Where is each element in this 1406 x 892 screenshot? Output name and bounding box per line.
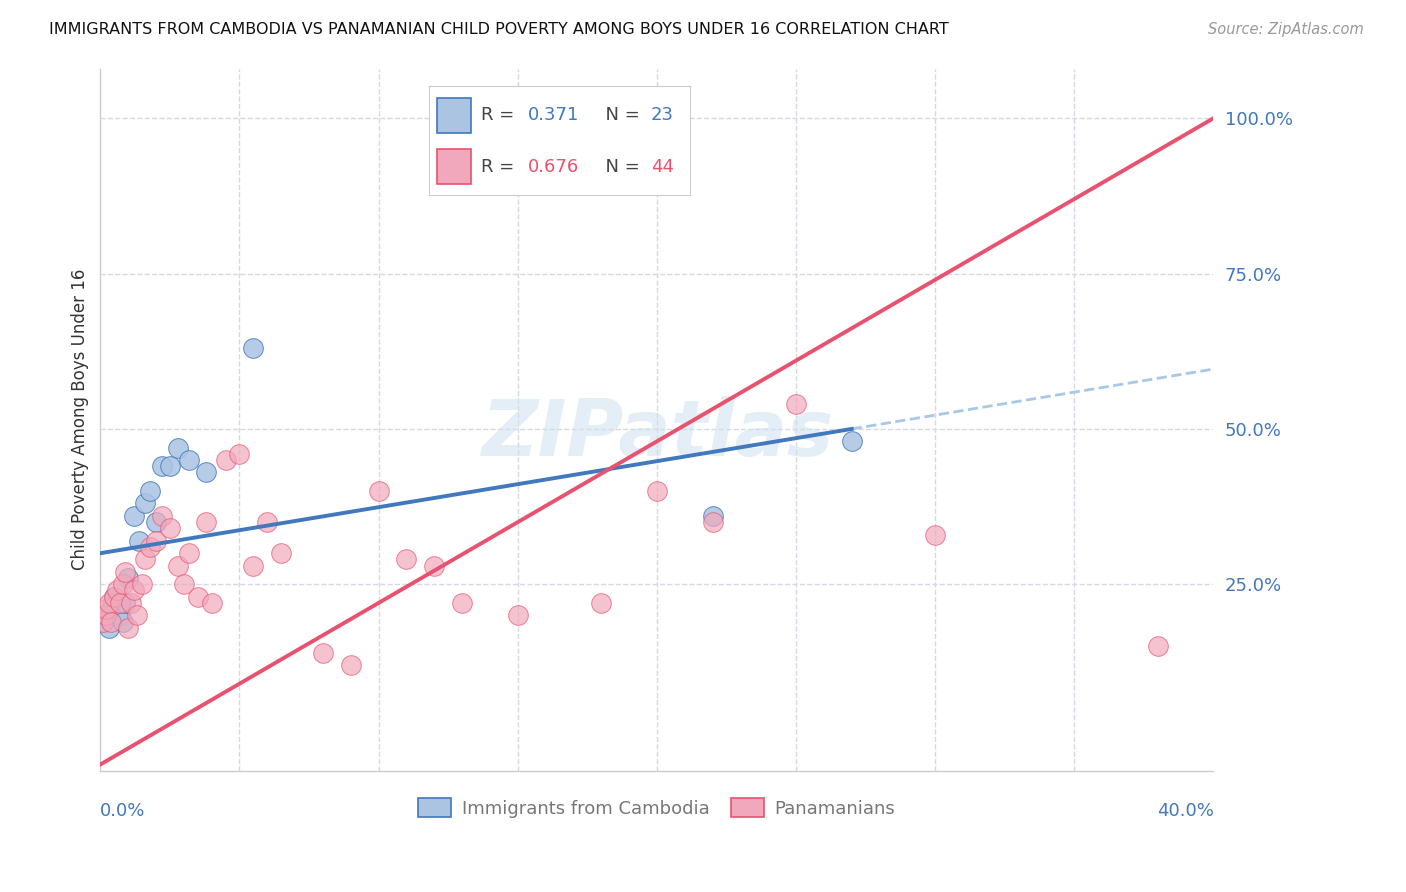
Point [128,533,150,548]
Point [159,521,181,535]
Point [645,484,668,499]
Point [702,515,724,529]
Point [108,596,131,610]
Point [145,533,167,548]
Point [340,658,363,673]
Point [167,558,190,573]
Point [91,615,114,629]
Point [159,459,181,474]
Y-axis label: Child Poverty Among Boys Under 16: Child Poverty Among Boys Under 16 [72,268,89,570]
Point [179,453,201,467]
Text: ZIPatlas: ZIPatlas [481,396,832,472]
Point [103,590,125,604]
Point [125,608,148,623]
Point [114,596,136,610]
Point [97,621,120,635]
Text: 0.0%: 0.0% [100,802,146,821]
Point [122,508,145,523]
Point [179,546,201,560]
Point [150,508,173,523]
Point [785,397,807,411]
Point [100,602,122,616]
Point [94,608,117,623]
Point [1146,640,1168,654]
Point [201,596,224,610]
Point [134,552,156,566]
Point [187,590,209,604]
Point [94,608,117,623]
Point [91,615,114,629]
Text: 40.0%: 40.0% [1157,802,1213,821]
Point [312,646,335,660]
Point [214,453,236,467]
Point [506,608,529,623]
Point [139,540,162,554]
Point [139,484,162,499]
Point [924,527,946,541]
Text: IMMIGRANTS FROM CAMBODIA VS PANAMANIAN CHILD POVERTY AMONG BOYS UNDER 16 CORRELA: IMMIGRANTS FROM CAMBODIA VS PANAMANIAN C… [49,22,949,37]
Point [120,596,142,610]
Point [167,441,190,455]
Legend: Immigrants from Cambodia, Panamanians: Immigrants from Cambodia, Panamanians [412,791,903,825]
Point [122,583,145,598]
Point [97,596,120,610]
Point [195,466,218,480]
Point [108,608,131,623]
Point [242,341,264,355]
Point [195,515,218,529]
Point [395,552,418,566]
Point [100,615,122,629]
Point [145,515,167,529]
Point [173,577,195,591]
Point [150,459,173,474]
Point [228,447,250,461]
Point [702,508,724,523]
Point [105,596,128,610]
Point [103,590,125,604]
Point [131,577,153,591]
Point [105,583,128,598]
Point [111,615,134,629]
Point [114,565,136,579]
Point [242,558,264,573]
Point [256,515,278,529]
Text: Source: ZipAtlas.com: Source: ZipAtlas.com [1208,22,1364,37]
Point [423,558,446,573]
Point [367,484,389,499]
Point [451,596,474,610]
Point [841,434,863,449]
Point [117,621,139,635]
Point [111,577,134,591]
Point [270,546,292,560]
Point [591,596,613,610]
Point [134,496,156,510]
Point [117,571,139,585]
Point [94,602,117,616]
